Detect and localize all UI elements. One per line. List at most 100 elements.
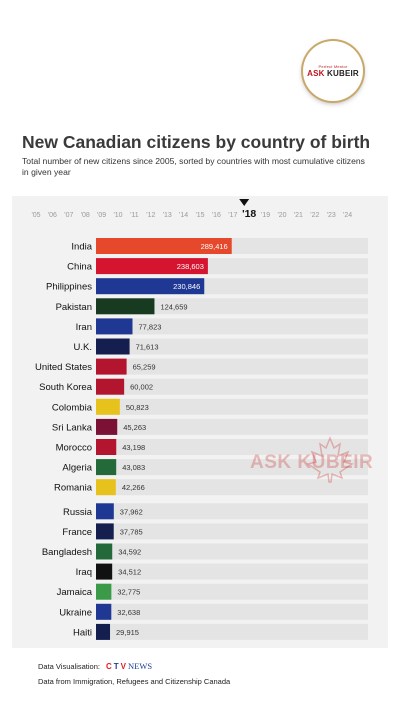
value-label: 42,266 xyxy=(122,483,145,492)
category-label: Philippines xyxy=(46,282,92,293)
chart-title: New Canadian citizens by country of birt… xyxy=(22,132,371,152)
bar xyxy=(96,418,118,435)
timeline-year: '24 xyxy=(343,212,352,219)
value-label: 77,823 xyxy=(138,322,161,331)
bar-chart: '05 '06 '07 '08 '09 '10 '11 '12 '13 '14 '15 '16 '17 '… xyxy=(31,199,368,640)
bar xyxy=(96,298,155,315)
bar-track xyxy=(96,338,368,355)
bar xyxy=(96,523,114,540)
timeline-year-current: '18 xyxy=(242,208,256,220)
logo-brand-dark: KUBEIR xyxy=(327,69,359,78)
bar-track xyxy=(96,418,368,435)
category-label: Jamaica xyxy=(57,587,93,598)
logo-tagline: Perfect Mentor xyxy=(318,64,348,69)
timeline-year: '08 xyxy=(81,212,90,219)
bar-track xyxy=(96,439,368,455)
category-label: U.K. xyxy=(74,342,92,353)
timeline-year: '14 xyxy=(179,212,188,219)
category-label: South Korea xyxy=(39,382,93,393)
value-label: 32,638 xyxy=(117,608,140,617)
value-label: 45,263 xyxy=(123,423,146,432)
value-label: 32,775 xyxy=(117,588,140,597)
timeline-year: '12 xyxy=(146,212,155,219)
logo-wordmark: ASK KUBEIR xyxy=(307,69,359,78)
bar xyxy=(96,338,130,355)
category-label: Romania xyxy=(54,483,93,494)
value-label: 37,962 xyxy=(120,507,143,516)
bar-track xyxy=(96,503,368,520)
value-label: 43,083 xyxy=(122,463,145,472)
category-label: Bangladesh xyxy=(42,547,92,558)
timeline-year: '05 xyxy=(31,212,40,219)
category-label: China xyxy=(67,262,93,273)
bar xyxy=(96,623,111,640)
value-label: 34,512 xyxy=(118,568,141,577)
brand-logo: Perfect Mentor ASK KUBEIR xyxy=(303,41,363,101)
value-label: 34,592 xyxy=(118,548,141,557)
bar xyxy=(96,238,232,254)
timeline-year: '10 xyxy=(113,212,122,219)
value-label: 124,659 xyxy=(160,302,187,311)
bar-track xyxy=(96,603,368,620)
bar-track xyxy=(96,583,368,600)
bar xyxy=(96,459,117,476)
ctv-logo-v: V xyxy=(120,661,126,671)
category-label: Algeria xyxy=(62,463,92,474)
value-label: 43,198 xyxy=(122,443,145,452)
bar xyxy=(96,278,205,295)
bar xyxy=(96,563,113,580)
timeline-year: '17 xyxy=(228,212,237,219)
category-label: United States xyxy=(35,362,92,373)
bar-track xyxy=(96,318,368,335)
value-label: 29,915 xyxy=(116,628,139,637)
bar-track xyxy=(96,398,368,415)
ctv-logo-c: C xyxy=(105,661,112,671)
value-label: 65,259 xyxy=(133,363,156,372)
category-label: Pakistan xyxy=(56,302,92,313)
timeline-year: '07 xyxy=(64,212,73,219)
category-label: Morocco xyxy=(56,443,92,454)
bars-group: India 289,416 China 238,603 Philippines 230,8… xyxy=(35,238,368,640)
chart-subtitle: Total number of new citizens since 2005,… xyxy=(22,156,365,177)
timeline-year: '15 xyxy=(195,212,204,219)
bar-track xyxy=(96,563,368,580)
footer-source: Data from Immigration, Refugees and Citi… xyxy=(38,677,231,686)
maple-leaf-icon xyxy=(306,436,354,483)
bar xyxy=(96,603,112,620)
timeline-year: '19 xyxy=(261,212,270,219)
bar-track xyxy=(96,378,368,395)
category-label: Iran xyxy=(76,322,92,333)
category-label: Russia xyxy=(63,507,93,518)
bar xyxy=(96,398,120,415)
year-timeline: '05 '06 '07 '08 '09 '10 '11 '12 '13 '14 '15 '16 '17 '… xyxy=(31,199,352,220)
timeline-year: '13 xyxy=(163,212,172,219)
bar xyxy=(96,358,127,375)
value-label: 71,613 xyxy=(136,343,159,352)
category-label: Colombia xyxy=(52,402,93,413)
ctv-logo-t: T xyxy=(113,661,119,671)
category-label: Iraq xyxy=(76,567,92,578)
footer-vis-label: Data Visualisation: xyxy=(38,661,100,671)
bar xyxy=(96,378,125,395)
ctv-logo-news: NEWS xyxy=(128,661,153,671)
bar-track xyxy=(96,543,368,560)
bar-track xyxy=(96,523,368,540)
timeline-year: '22 xyxy=(310,212,319,219)
value-label: 37,785 xyxy=(120,527,143,536)
timeline-year: '09 xyxy=(97,212,106,219)
bar xyxy=(96,479,116,496)
value-label: 50,823 xyxy=(126,403,149,412)
bar xyxy=(96,258,208,275)
timeline-marker-icon xyxy=(239,199,250,206)
bar-track xyxy=(96,298,368,315)
bar xyxy=(96,543,113,560)
bar xyxy=(96,439,117,455)
timeline-year: '16 xyxy=(212,212,221,219)
bar-track xyxy=(96,459,368,476)
bar xyxy=(96,583,112,600)
timeline-year: '20 xyxy=(277,212,286,219)
timeline-year: '11 xyxy=(130,212,139,219)
bar xyxy=(96,318,133,335)
